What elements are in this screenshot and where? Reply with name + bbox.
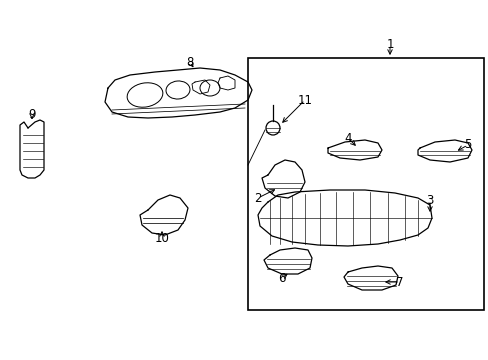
Text: 9: 9 <box>28 108 36 122</box>
Text: 8: 8 <box>186 55 193 68</box>
Text: 10: 10 <box>154 231 169 244</box>
Text: 6: 6 <box>278 271 285 284</box>
Text: 7: 7 <box>395 275 403 288</box>
Bar <box>247 58 483 310</box>
Text: 11: 11 <box>297 94 312 107</box>
Text: 1: 1 <box>386 39 393 51</box>
Text: 4: 4 <box>344 131 351 144</box>
Text: 3: 3 <box>426 194 433 207</box>
Text: 2: 2 <box>254 192 261 204</box>
Text: 5: 5 <box>464 139 471 152</box>
